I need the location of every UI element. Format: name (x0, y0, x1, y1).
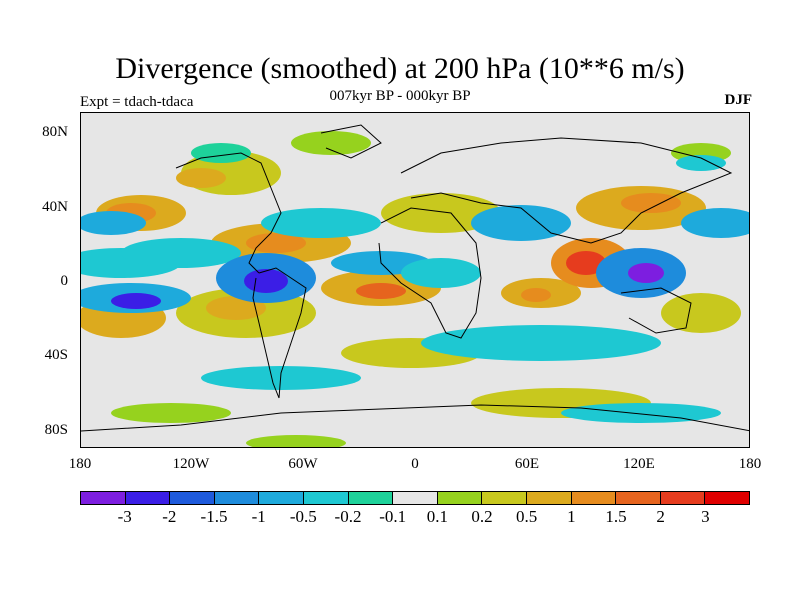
colorbar-cell (303, 492, 349, 504)
lat-label-40s: 40S (44, 347, 68, 363)
lon-label-120w: 120W (172, 456, 210, 472)
lon-label-180w: 180 (68, 456, 92, 472)
colorbar-cell (660, 492, 706, 504)
colorbar-tick-label: 1 (567, 507, 576, 526)
colorbar-cell (482, 492, 527, 504)
plot-title: Divergence (smoothed) at 200 hPa (10**6 … (115, 52, 685, 85)
divergence-map (81, 113, 749, 447)
colorbar-tick-label: 0.5 (516, 507, 538, 526)
colorbar-cell (705, 492, 749, 504)
lon-label-180e: 180 (738, 456, 762, 472)
north-america-coast (175, 152, 282, 274)
colorbar-tick-label: -3 (117, 507, 132, 526)
lon-label-0: 0 (411, 456, 419, 472)
australia-coast (620, 287, 692, 334)
lat-label-80s: 80S (44, 422, 68, 438)
greenland-coast (320, 124, 382, 159)
colorbar-tick-label: -1 (251, 507, 266, 526)
colorbar-tick-label: 0.1 (426, 507, 448, 526)
lat-label-0: 0 (60, 273, 69, 289)
eurasia-coast (400, 137, 733, 244)
plot-subtitle: 007kyr BP - 000kyr BP (329, 88, 471, 104)
lon-label-120e: 120E (623, 456, 655, 472)
map-panel (80, 112, 750, 448)
colorbar-cell (393, 492, 438, 504)
colorbar-tick-label: -0.2 (334, 507, 362, 526)
season-label: DJF (724, 92, 753, 108)
colorbar-tick-label: -2 (162, 507, 177, 526)
coastlines (81, 124, 749, 432)
lat-label-80n: 80N (42, 124, 68, 140)
colorbar-cell (214, 492, 260, 504)
south-america-coast (252, 267, 307, 399)
colorbar-cell (259, 492, 304, 504)
africa-coast (378, 207, 482, 339)
experiment-label: Expt = tdach-tdaca (80, 94, 194, 110)
lon-label-60w: 60W (288, 456, 318, 472)
colorbar-cell (571, 492, 617, 504)
colorbar-tick-label: -0.5 (289, 507, 317, 526)
lon-label-60e: 60E (514, 456, 540, 472)
colorbar-cell (81, 492, 126, 504)
colorbar-tick-label: 1.5 (605, 507, 627, 526)
antarctica-coast (81, 404, 749, 432)
colorbar-tick-label: 3 (701, 507, 710, 526)
lat-label-40n: 40N (42, 199, 68, 215)
colorbar-cell (437, 492, 483, 504)
colorbar-tick-label: 2 (656, 507, 665, 526)
colorbar-cell (526, 492, 572, 504)
colorbar-tick-label: -0.1 (379, 507, 407, 526)
colorbar-cell (170, 492, 215, 504)
colorbar-cell (125, 492, 171, 504)
colorbar-cell (348, 492, 394, 504)
colorbar-tick-label: -1.5 (200, 507, 228, 526)
colorbar-tick-label: 0.2 (471, 507, 493, 526)
colorbar-cell (616, 492, 661, 504)
colorbar (80, 491, 750, 505)
